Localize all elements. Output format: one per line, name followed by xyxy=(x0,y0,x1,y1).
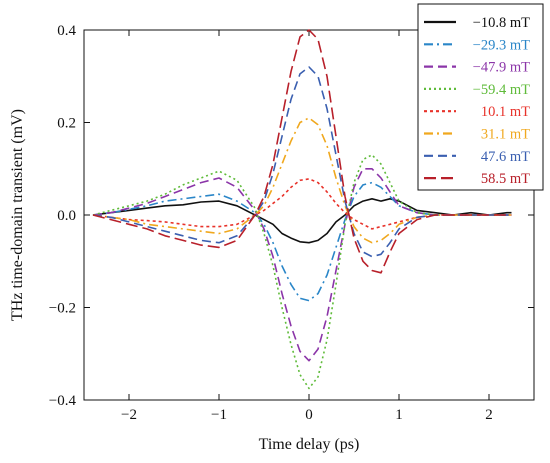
legend-box xyxy=(417,3,544,191)
x-tick-label: 1 xyxy=(395,407,403,423)
series-line xyxy=(92,117,512,244)
axis-ticks: −2 −1 0 1 2 −0.4 −0.2 0.0 0.2 0.4 xyxy=(49,23,534,423)
x-tick-label: 0 xyxy=(305,407,313,423)
legend-label: 58.5 mT xyxy=(481,171,530,187)
series-line xyxy=(92,154,512,390)
series-line xyxy=(92,178,512,230)
legend-label: 31.1 mT xyxy=(481,127,530,143)
legend-label: 47.6 mT xyxy=(481,149,530,165)
legend-label: −59.4 mT xyxy=(473,82,530,98)
x-axis-label: Time delay (ps) xyxy=(259,436,360,453)
y-tick-label: 0.0 xyxy=(57,208,76,224)
series-line xyxy=(92,66,512,258)
x-tick-label: −2 xyxy=(121,407,137,423)
y-tick-label: −0.2 xyxy=(49,301,76,317)
legend: −10.8 mT −29.3 mT −47.9 mT −59.4 mT 10.1 mT 3… xyxy=(417,3,544,191)
legend-label: −29.3 mT xyxy=(473,37,530,53)
y-axis-label: THz time-domain transient (mV) xyxy=(9,109,26,321)
legend-label: −10.8 mT xyxy=(473,15,530,31)
y-tick-label: 0.2 xyxy=(57,116,76,132)
y-tick-label: −0.4 xyxy=(49,393,77,409)
legend-label: 10.1 mT xyxy=(481,104,530,120)
series-line xyxy=(92,29,512,274)
series-lines xyxy=(92,29,512,390)
x-tick-label: −1 xyxy=(211,407,227,423)
y-tick-label: 0.4 xyxy=(57,23,76,39)
series-line xyxy=(92,198,512,244)
legend-label: −47.9 mT xyxy=(473,60,530,76)
x-tick-label: 2 xyxy=(485,407,493,423)
